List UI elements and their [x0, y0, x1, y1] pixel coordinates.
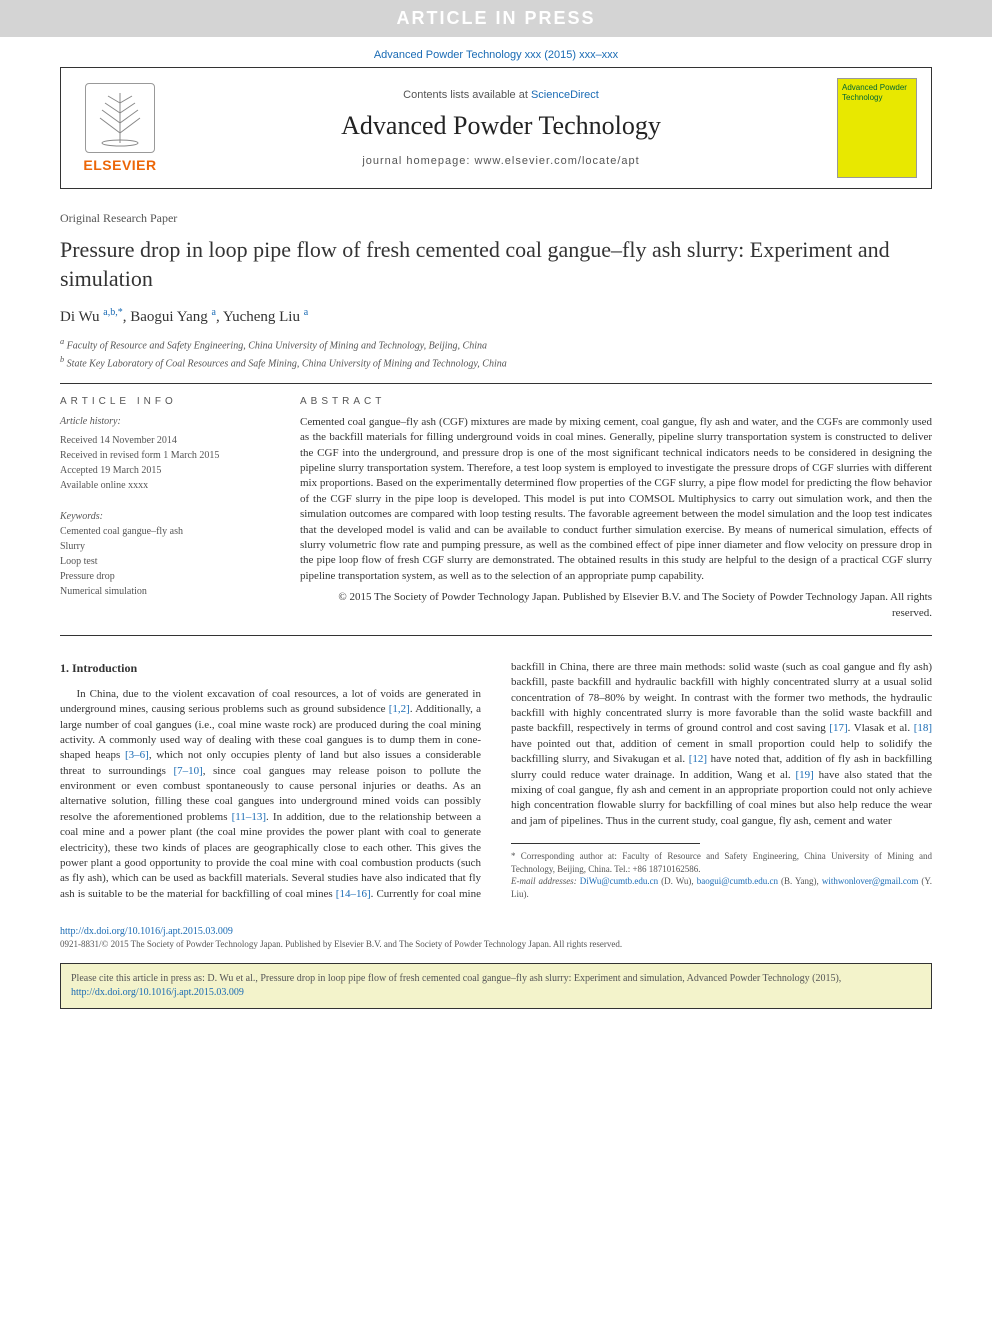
- abstract-heading: ABSTRACT: [300, 396, 932, 407]
- keywords-label: Keywords:: [60, 511, 270, 522]
- article-body: Original Research Paper Pressure drop in…: [0, 189, 992, 912]
- article-in-press-banner: ARTICLE IN PRESS: [0, 0, 992, 37]
- emails-footnote: E-mail addresses: DiWu@cumtb.edu.cn (D. …: [511, 875, 932, 900]
- affiliations: a Faculty of Resource and Safety Enginee…: [60, 336, 932, 371]
- intro-heading: 1. Introduction: [60, 660, 481, 677]
- info-abstract-row: ARTICLE INFO Article history: Received 1…: [60, 396, 932, 621]
- authors-line: Di Wu a,b,*, Baogui Yang a, Yucheng Liu …: [60, 307, 932, 326]
- corresponding-author-footnote: * Corresponding author at: Faculty of Re…: [511, 850, 932, 875]
- footnote-separator: [511, 843, 700, 844]
- tree-svg: [90, 88, 150, 148]
- abstract-copyright: © 2015 The Society of Powder Technology …: [300, 590, 932, 621]
- journal-header-box: ELSEVIER Contents lists available at Sci…: [60, 67, 932, 189]
- history-accepted: Accepted 19 March 2015: [60, 463, 270, 478]
- journal-homepage: journal homepage: www.elsevier.com/locat…: [179, 155, 823, 167]
- emails-label: E-mail addresses:: [511, 876, 577, 886]
- history-revised: Received in revised form 1 March 2015: [60, 448, 270, 463]
- divider: [60, 383, 932, 384]
- elsevier-logo: ELSEVIER: [75, 78, 165, 178]
- history-label: Article history:: [60, 415, 270, 429]
- header-center: Contents lists available at ScienceDirec…: [179, 89, 823, 167]
- journal-volume-ref: Advanced Powder Technology xxx (2015) xx…: [0, 37, 992, 67]
- contents-available-line: Contents lists available at ScienceDirec…: [179, 89, 823, 101]
- email-link[interactable]: withwonlover@gmail.com: [822, 876, 919, 886]
- divider-thick: [60, 635, 932, 636]
- contents-prefix: Contents lists available at: [403, 89, 531, 101]
- email-link[interactable]: DiWu@cumtb.edu.cn: [580, 876, 658, 886]
- cite-text: Please cite this article in press as: D.…: [71, 973, 841, 984]
- please-cite-box: Please cite this article in press as: D.…: [60, 963, 932, 1009]
- journal-cover-thumb: Advanced Powder Technology: [837, 78, 917, 178]
- intro-two-column: 1. Introduction In China, due to the vio…: [60, 660, 932, 902]
- keyword-item: Loop test: [60, 554, 270, 569]
- journal-title: Advanced Powder Technology: [179, 111, 823, 141]
- keyword-item: Cemented coal gangue–fly ash: [60, 524, 270, 539]
- article-info-column: ARTICLE INFO Article history: Received 1…: [60, 396, 270, 621]
- abstract-text: Cemented coal gangue–fly ash (CGF) mixtu…: [300, 415, 932, 584]
- email-link[interactable]: baogui@cumtb.edu.cn: [697, 876, 778, 886]
- issn-copyright-line: 0921-8831/© 2015 The Society of Powder T…: [60, 939, 932, 949]
- affiliation-a: a Faculty of Resource and Safety Enginee…: [60, 336, 932, 353]
- keyword-item: Pressure drop: [60, 569, 270, 584]
- doi-block: http://dx.doi.org/10.1016/j.apt.2015.03.…: [0, 926, 992, 949]
- history-received: Received 14 November 2014: [60, 433, 270, 448]
- abstract-column: ABSTRACT Cemented coal gangue–fly ash (C…: [300, 396, 932, 621]
- history-items: Received 14 November 2014 Received in re…: [60, 433, 270, 493]
- paper-type: Original Research Paper: [60, 211, 932, 226]
- keyword-item: Numerical simulation: [60, 584, 270, 599]
- history-online: Available online xxxx: [60, 478, 270, 493]
- affiliation-b: b State Key Laboratory of Coal Resources…: [60, 354, 932, 371]
- paper-title: Pressure drop in loop pipe flow of fresh…: [60, 236, 932, 293]
- keyword-item: Slurry: [60, 539, 270, 554]
- article-info-heading: ARTICLE INFO: [60, 396, 270, 407]
- sciencedirect-link[interactable]: ScienceDirect: [531, 89, 599, 101]
- elsevier-wordmark: ELSEVIER: [83, 157, 156, 173]
- elsevier-tree-icon: [85, 83, 155, 153]
- keywords-list: Cemented coal gangue–fly ashSlurryLoop t…: [60, 524, 270, 599]
- cite-doi-link[interactable]: http://dx.doi.org/10.1016/j.apt.2015.03.…: [71, 987, 244, 998]
- doi-link[interactable]: http://dx.doi.org/10.1016/j.apt.2015.03.…: [60, 926, 932, 937]
